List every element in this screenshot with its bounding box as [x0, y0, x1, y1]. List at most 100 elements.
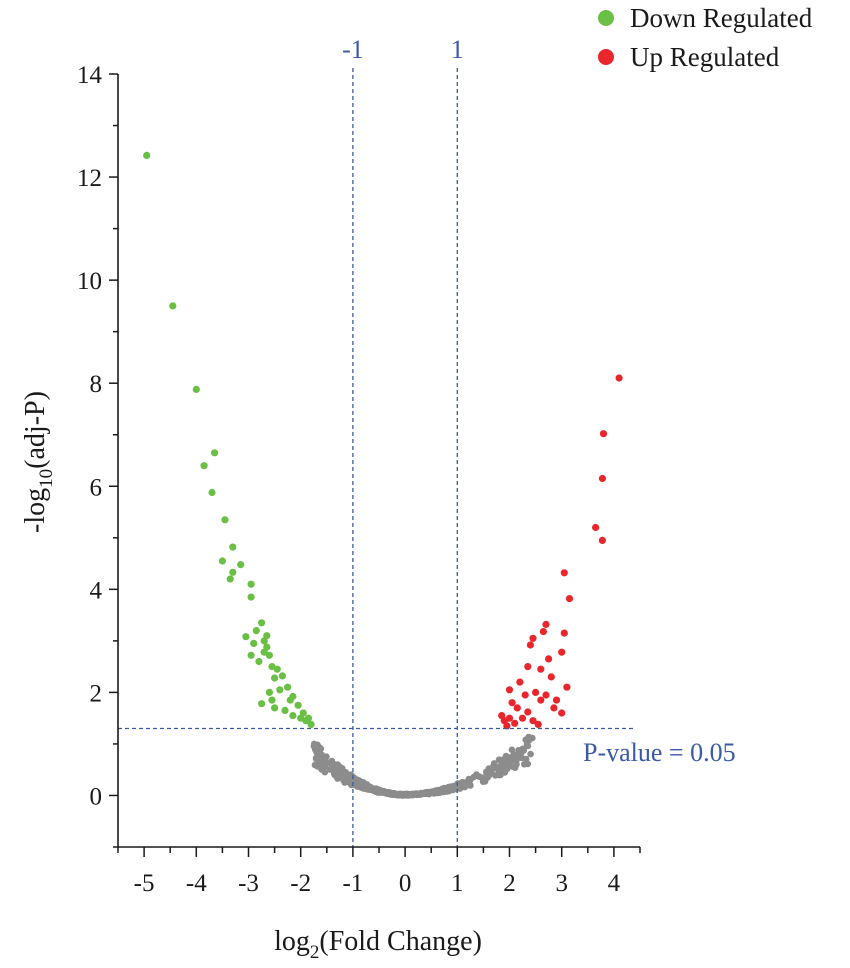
up-regulated-point — [503, 722, 511, 730]
x-tick-label: -1 — [342, 870, 363, 897]
up-regulated-point — [534, 720, 542, 729]
ns-point — [465, 775, 473, 783]
down-regulated-point — [271, 704, 279, 712]
down-regulated-point — [252, 627, 260, 635]
ns-point — [529, 734, 536, 742]
x-tick-label: -4 — [186, 870, 207, 897]
ns-point — [340, 777, 347, 784]
threshold-label-vertical: -1 — [342, 35, 364, 64]
up-regulated-point — [537, 696, 545, 704]
ns-point — [523, 741, 531, 748]
up-regulated-point — [529, 717, 537, 725]
x-tick-label: -5 — [134, 870, 155, 897]
up-regulated-point — [524, 708, 532, 716]
down-regulated-point — [271, 674, 279, 682]
down-regulated-point — [211, 449, 219, 457]
ns-point — [511, 753, 518, 760]
x-tick-label: -3 — [238, 870, 259, 897]
ns-point — [518, 749, 525, 756]
not-significant-points — [310, 733, 536, 799]
reference-lines: -1 1 P-value = 0.05 — [118, 35, 736, 847]
significant-points — [143, 151, 623, 730]
ns-point — [527, 750, 534, 758]
legend-marker-down — [598, 10, 614, 26]
down-regulated-point — [258, 700, 266, 708]
down-regulated-point — [258, 619, 266, 627]
up-regulated-point — [550, 704, 558, 712]
up-regulated-point — [526, 641, 535, 649]
x-axis-title: log2(Fold Change) — [274, 926, 482, 963]
legend-label-up: Up Regulated — [630, 42, 780, 72]
ns-point — [499, 758, 507, 765]
up-regulated-point — [529, 634, 537, 642]
up-regulated-point — [558, 648, 566, 656]
up-regulated-point — [599, 430, 608, 438]
ns-point — [383, 789, 391, 796]
up-regulated-point — [565, 595, 574, 603]
up-regulated-point — [542, 620, 550, 629]
up-regulated-point — [518, 714, 527, 722]
up-regulated-point — [511, 719, 519, 727]
down-regulated-point — [229, 543, 237, 551]
up-regulated-point — [552, 696, 561, 704]
up-regulated-point — [545, 655, 553, 663]
legend-marker-up — [598, 49, 614, 65]
down-regulated-point — [221, 516, 229, 524]
down-regulated-point — [250, 639, 258, 648]
ns-point — [345, 773, 353, 781]
ns-point — [496, 765, 503, 773]
up-regulated-point — [521, 691, 529, 699]
ns-point — [486, 770, 494, 778]
y-tick-label: 0 — [90, 783, 103, 810]
ns-point — [443, 785, 450, 792]
down-regulated-point — [169, 302, 177, 310]
x-tick-label: 0 — [399, 870, 412, 897]
threshold-label-horizontal: P-value = 0.05 — [583, 738, 736, 767]
ns-point — [323, 753, 330, 760]
ns-point — [490, 760, 498, 767]
up-regulated-point — [560, 629, 568, 637]
ns-point — [322, 760, 329, 767]
down-regulated-point — [307, 720, 315, 729]
up-regulated-point — [524, 663, 532, 671]
down-regulated-point — [289, 692, 297, 701]
x-tick-label: -2 — [290, 870, 311, 897]
y-tick-label: 4 — [90, 577, 103, 604]
up-regulated-point — [537, 665, 545, 673]
down-regulated-point — [229, 568, 237, 576]
ns-point — [334, 761, 341, 768]
y-tick-label: 2 — [90, 680, 103, 707]
up-regulated-point — [516, 678, 524, 686]
down-regulated-point — [278, 672, 286, 680]
ns-point — [509, 763, 517, 770]
down-regulated-point — [281, 706, 289, 715]
y-tick-label: 8 — [90, 371, 103, 398]
down-regulated-point — [192, 385, 200, 393]
down-regulated-point — [242, 633, 250, 641]
up-regulated-point — [598, 474, 607, 483]
ns-point — [408, 791, 415, 799]
ns-point — [357, 778, 365, 785]
down-regulated-point — [289, 712, 297, 720]
x-tick-label: 3 — [555, 870, 568, 897]
up-regulated-point — [508, 699, 516, 707]
down-regulated-point — [302, 717, 310, 725]
y-tick-label: 12 — [77, 165, 102, 192]
down-regulated-point — [247, 593, 255, 601]
y-tick-label: 14 — [77, 62, 103, 89]
ns-point — [476, 773, 484, 781]
down-regulated-point — [265, 688, 273, 697]
ns-point — [518, 754, 526, 762]
ns-point — [315, 747, 323, 754]
up-regulated-point — [532, 688, 540, 697]
x-tick-label: 2 — [503, 870, 516, 897]
up-regulated-point — [505, 686, 514, 694]
up-regulated-point — [563, 683, 571, 691]
up-regulated-point — [615, 374, 623, 382]
ns-point — [421, 790, 429, 797]
ns-point — [311, 761, 319, 769]
down-regulated-point — [284, 683, 292, 691]
down-regulated-point — [255, 657, 263, 666]
legend-label-down: Down Regulated — [630, 3, 813, 33]
